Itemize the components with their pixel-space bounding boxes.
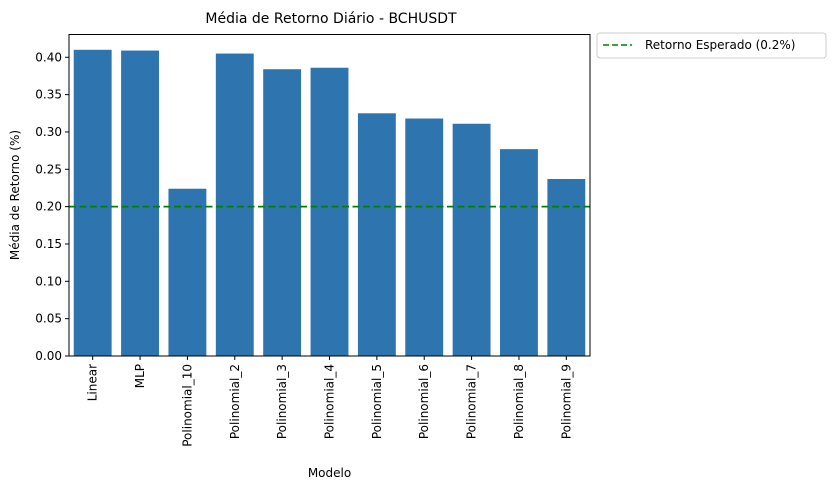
- y-tick-label: 0.00: [35, 349, 62, 363]
- bar-polinomial_3: [263, 69, 302, 357]
- bar-polinomial_6: [405, 118, 444, 356]
- y-tick-label: 0.05: [35, 312, 62, 326]
- chart-title: Média de Retorno Diário - BCHUSDT: [205, 11, 457, 27]
- x-tick-label: MLP: [133, 364, 147, 388]
- legend-frame: [596, 32, 827, 59]
- bars-group: [73, 49, 586, 357]
- x-tick-label: Polinomial_4: [323, 364, 337, 439]
- x-tick-label: Polinomial_6: [417, 364, 431, 439]
- x-tick-label: Linear: [86, 364, 100, 401]
- bar-polinomial_10: [168, 188, 207, 356]
- y-tick-label: 0.10: [35, 274, 62, 288]
- x-tick-label: Polinomial_9: [559, 364, 573, 439]
- y-tick-label: 0.30: [35, 125, 62, 139]
- bar-linear: [73, 49, 112, 357]
- legend-label: Retorno Esperado (0.2%): [645, 38, 795, 52]
- bar-polinomial_4: [310, 67, 349, 356]
- bar-polinomial_5: [357, 113, 396, 356]
- y-axis-label: Média de Retorno (%): [8, 130, 22, 260]
- y-tick-label: 0.40: [35, 50, 62, 64]
- x-tick-label: Polinomial_8: [512, 364, 526, 439]
- legend: Retorno Esperado (0.2%): [596, 32, 827, 59]
- x-tick-label: Polinomial_10: [180, 364, 194, 447]
- x-tick-label: Polinomial_5: [370, 364, 384, 439]
- x-tick-label: Polinomial_2: [228, 364, 242, 439]
- bar-polinomial_9: [547, 179, 586, 356]
- y-tick-label: 0.25: [35, 162, 62, 176]
- y-tick-label: 0.20: [35, 200, 62, 214]
- bar-mlp: [121, 50, 159, 356]
- x-axis: Linear MLP Polinomial_10 Polinomial_2 Polino…: [86, 356, 573, 447]
- x-tick-label: Polinomial_7: [465, 364, 479, 439]
- y-tick-label: 0.15: [35, 237, 62, 251]
- bar-polinomial_7: [452, 123, 491, 357]
- bar-polinomial_2: [215, 53, 254, 357]
- y-axis: 0.00 0.05 0.10 0.15 0.20 0.25 0.30 0.35 0.40: [35, 50, 69, 363]
- x-tick-label: Polinomial_3: [275, 364, 289, 439]
- x-axis-label: Modelo: [308, 466, 351, 480]
- plot-frame: [68, 34, 591, 357]
- bar-polinomial_8: [500, 149, 538, 356]
- y-tick-label: 0.35: [35, 88, 62, 102]
